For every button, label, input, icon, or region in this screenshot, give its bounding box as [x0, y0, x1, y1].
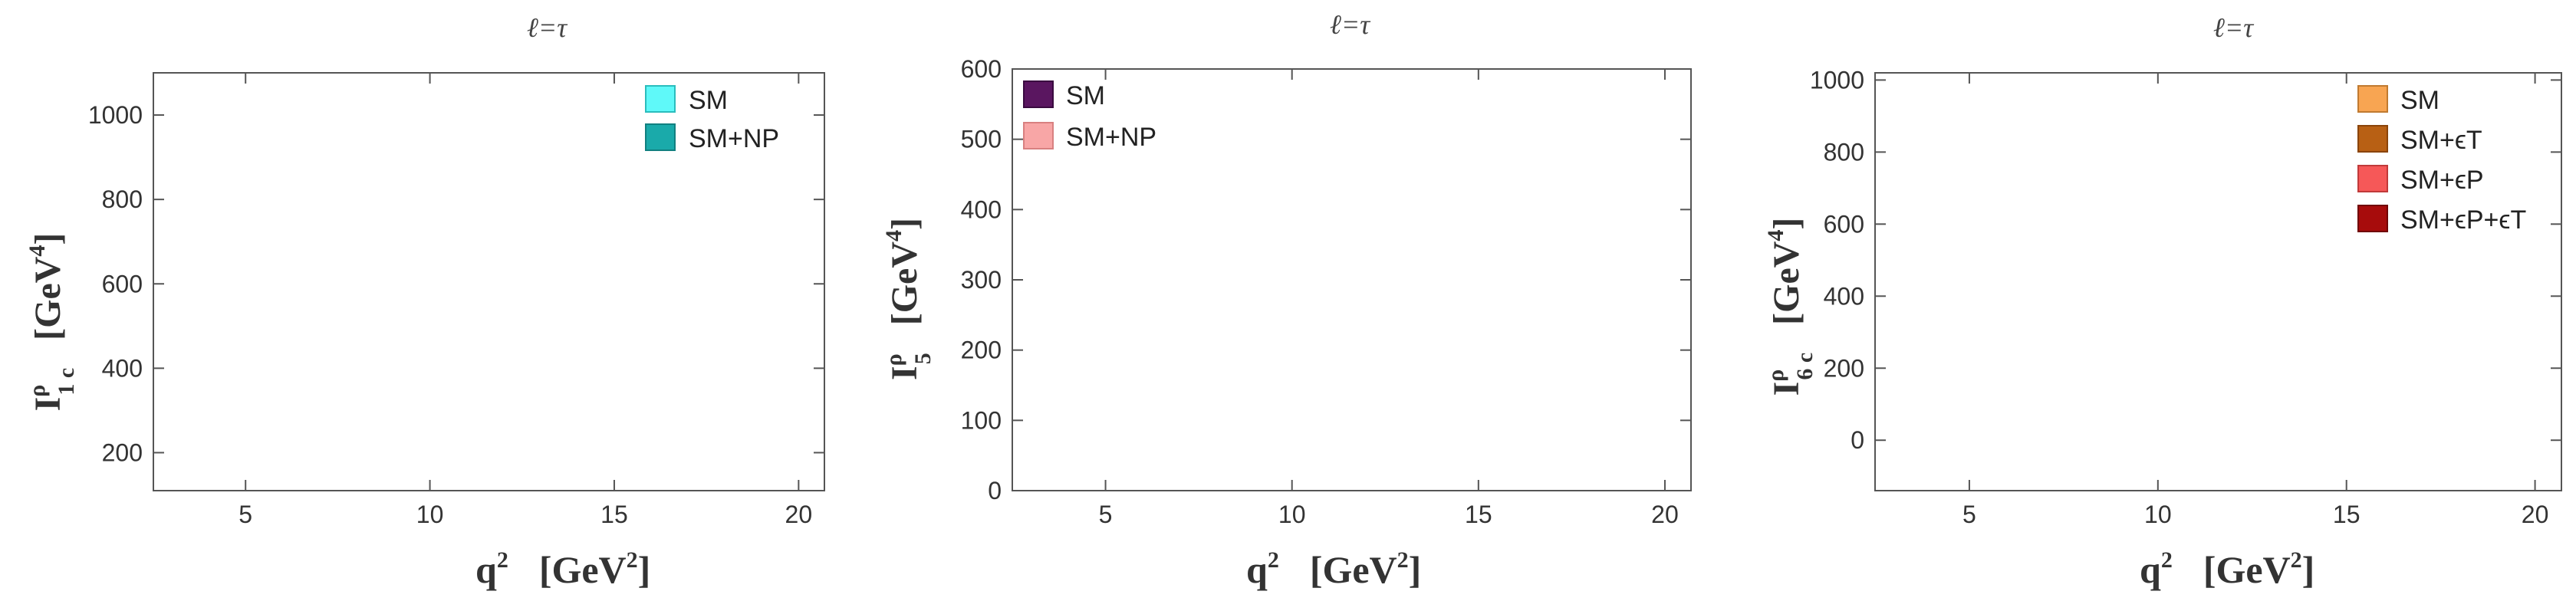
legend-swatch-sm-eps-p — [2357, 165, 2388, 192]
legend-swatch-sm — [1023, 80, 1054, 108]
legend-label-sm-np: SM+NP — [1066, 123, 1156, 152]
y-tick-label: 300 — [961, 266, 1002, 294]
x-tick-label: 10 — [1278, 501, 1306, 528]
y-tick-label: 600 — [102, 270, 143, 297]
panel-2-legend: SM SM+NP — [1023, 80, 1156, 152]
panel-2-x-axis-label: q2 [GeV2] — [1246, 547, 1421, 591]
legend-swatch-sm-np — [1023, 122, 1054, 149]
y-tick-label: 400 — [961, 195, 1002, 223]
y-tick-label: 600 — [1824, 210, 1864, 238]
y-tick-label: 0 — [988, 477, 1002, 504]
x-tick-label: 5 — [1099, 501, 1113, 528]
x-tick-label: 20 — [1651, 501, 1679, 528]
x-tick-label: 10 — [2144, 501, 2172, 528]
legend-label-sm: SM — [1066, 81, 1105, 110]
x-tick-label: 15 — [2333, 501, 2361, 528]
y-tick-label: 800 — [102, 186, 143, 213]
x-tick-label: 5 — [239, 501, 252, 528]
y-tick-label: 400 — [1824, 282, 1864, 310]
y-tick-label: 400 — [102, 354, 143, 382]
panel-3-title: ℓ=τ — [2213, 12, 2254, 43]
plot-frame — [153, 72, 825, 491]
panel-1-y-axis-label: Iρ 1 c[GeV4] — [25, 233, 79, 412]
y-tick-label: 1000 — [88, 101, 143, 129]
panel-1-legend: SM SM+NP — [645, 85, 779, 153]
legend-swatch-sm-np — [645, 123, 676, 151]
x-tick-label: 20 — [785, 501, 813, 528]
y-tick-label: 1000 — [1810, 66, 1864, 94]
panel-2-y-axis-label: Iρ 5[GeV4] — [881, 218, 936, 380]
legend-label-sm: SM — [689, 86, 728, 115]
panel-3-y-axis-label: Iρ 6 c[GeV4] — [1763, 218, 1818, 396]
x-tick-label: 10 — [416, 501, 444, 528]
y-tick-label: 100 — [961, 406, 1002, 434]
panel-1-title: ℓ=τ — [527, 12, 568, 43]
legend-label-sm-eps-p-eps-t: SM+ϵP+ϵT — [2400, 205, 2526, 235]
y-tick-label: 600 — [961, 55, 1002, 83]
legend-swatch-sm — [645, 85, 676, 113]
panel-1-x-axis-label: q2 [GeV2] — [475, 547, 650, 591]
panel-2-title: ℓ=τ — [1330, 9, 1370, 40]
legend-swatch-sm-eps-t — [2357, 125, 2388, 153]
legend-label-sm: SM — [2400, 86, 2439, 115]
panel-1-axes: 5 10 15 20 200 400 600 800 1000 — [88, 72, 825, 528]
y-tick-label: 200 — [961, 337, 1002, 364]
panel-3-x-axis-label: q2 [GeV2] — [2140, 547, 2314, 591]
y-tick-label: 800 — [1824, 138, 1864, 166]
y-tick-label: 0 — [1851, 426, 1864, 454]
x-tick-label: 5 — [1962, 501, 1976, 528]
x-tick-label: 20 — [2522, 501, 2549, 528]
x-tick-label: 15 — [1465, 501, 1492, 528]
y-tick-label: 200 — [1824, 354, 1864, 382]
legend-label-sm-eps-p: SM+ϵP — [2400, 166, 2484, 195]
plot-frame — [1012, 68, 1692, 491]
x-tick-label: 15 — [600, 501, 628, 528]
legend-swatch-sm — [2357, 85, 2388, 113]
legend-label-sm-eps-t: SM+ϵT — [2400, 126, 2482, 155]
panel-3-legend: SM SM+ϵT SM+ϵP SM+ϵP+ϵT — [2357, 85, 2526, 235]
y-tick-label: 500 — [961, 126, 1002, 153]
plot-frame — [1874, 72, 2562, 491]
legend-label-sm-np: SM+NP — [689, 124, 779, 153]
y-tick-label: 200 — [102, 439, 143, 466]
legend-swatch-sm-eps-p-eps-t — [2357, 205, 2388, 232]
